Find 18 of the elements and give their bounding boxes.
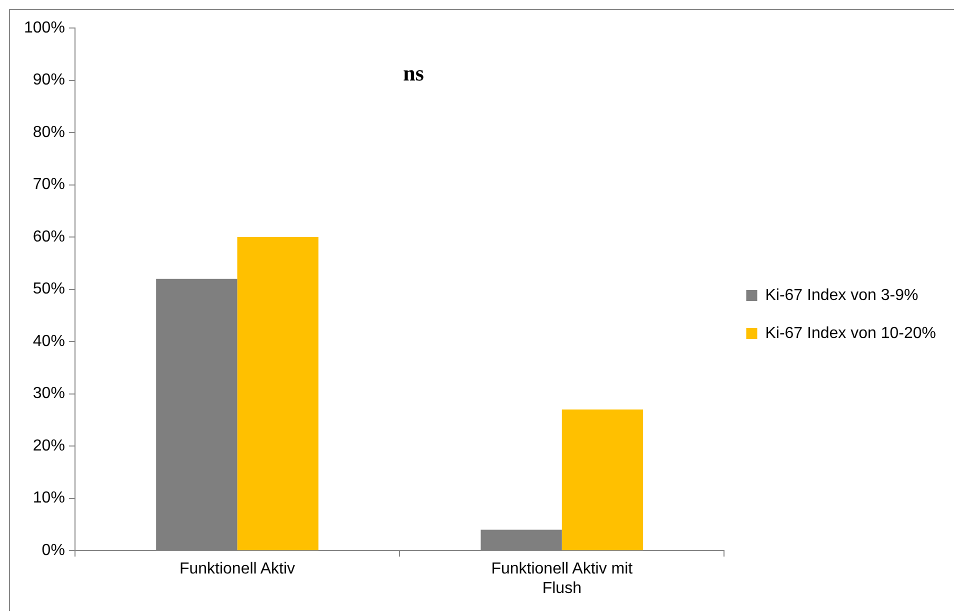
y-tick-label: 80% <box>32 124 65 141</box>
y-tick-label: 40% <box>32 332 65 350</box>
y-tick-label: 60% <box>32 228 65 246</box>
y-tick-label: 50% <box>32 280 65 298</box>
bar <box>237 237 318 550</box>
y-tick-label: 90% <box>32 72 65 89</box>
legend-label: Ki-67 Index von 10-20% <box>765 324 936 342</box>
y-tick-label: 20% <box>32 437 65 454</box>
y-tick-label: 0% <box>42 542 65 560</box>
y-tick-label: 10% <box>32 490 65 507</box>
y-tick-label: 100% <box>24 19 65 36</box>
x-tick-label: Funktionell Aktiv mit Flush <box>491 560 634 597</box>
bar <box>562 410 644 550</box>
legend-label: Ki-67 Index von 3-9% <box>765 286 918 304</box>
y-tick-label: 30% <box>32 385 65 402</box>
x-tick-label: Funktionell Aktiv <box>179 560 296 578</box>
annotation: ns <box>403 60 424 86</box>
y-tick-label: 70% <box>32 176 65 194</box>
